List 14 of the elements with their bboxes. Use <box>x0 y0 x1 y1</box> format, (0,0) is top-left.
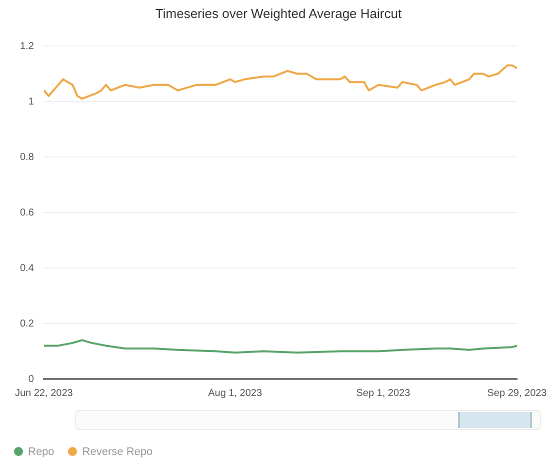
legend-label: Reverse Repo <box>81 446 153 458</box>
x-tick-label: Aug 1, 2023 <box>208 388 262 399</box>
y-tick-label: 1 <box>28 96 34 108</box>
legend-label: Repo <box>27 446 54 458</box>
y-tick-label: 0.6 <box>20 207 34 218</box>
y-tick-label: 0.4 <box>20 262 34 274</box>
y-tick-label: 0.2 <box>20 318 34 330</box>
y-tick-label: 0 <box>28 374 34 385</box>
x-tick-label: Jun 22, 2023 <box>14 388 74 399</box>
x-tick-label: Sep 1, 2023 <box>356 388 411 399</box>
y-tick-label: 1.2 <box>20 40 34 52</box>
chart-title: Timeseries over Weighted Average Haircut <box>154 6 403 21</box>
x-tick-label: Sep 29, 2023 <box>487 388 548 399</box>
y-tick-label: 0.8 <box>20 152 34 163</box>
